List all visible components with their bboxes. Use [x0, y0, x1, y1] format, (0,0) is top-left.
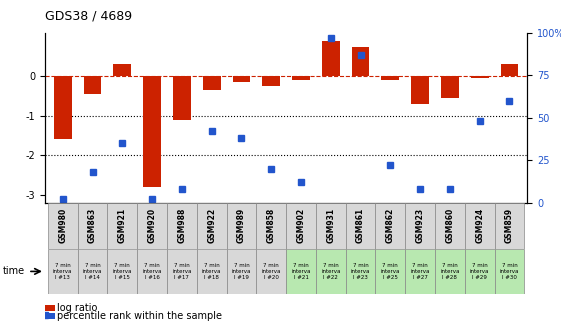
Text: 7 min
interva
l #17: 7 min interva l #17 — [172, 263, 192, 280]
Bar — [441, 76, 459, 98]
FancyBboxPatch shape — [77, 249, 107, 294]
FancyBboxPatch shape — [107, 203, 137, 249]
Text: time: time — [3, 267, 25, 276]
FancyBboxPatch shape — [346, 203, 375, 249]
FancyBboxPatch shape — [48, 249, 77, 294]
Text: GSM902: GSM902 — [297, 208, 306, 243]
FancyBboxPatch shape — [227, 249, 256, 294]
FancyBboxPatch shape — [435, 249, 465, 294]
FancyBboxPatch shape — [495, 249, 525, 294]
Bar — [173, 76, 191, 120]
Text: GSM988: GSM988 — [177, 208, 186, 243]
FancyBboxPatch shape — [316, 203, 346, 249]
FancyBboxPatch shape — [77, 203, 107, 249]
FancyBboxPatch shape — [465, 249, 495, 294]
Text: GSM859: GSM859 — [505, 208, 514, 243]
FancyBboxPatch shape — [405, 249, 435, 294]
Bar — [471, 76, 489, 78]
Text: GSM860: GSM860 — [445, 208, 454, 243]
Text: GSM980: GSM980 — [58, 208, 67, 243]
Text: 7 min
interva
l #20: 7 min interva l #20 — [261, 263, 281, 280]
Text: GSM921: GSM921 — [118, 208, 127, 243]
Text: 7 min
interva
l #25: 7 min interva l #25 — [380, 263, 400, 280]
Text: 7 min
interva
l #19: 7 min interva l #19 — [232, 263, 251, 280]
Bar — [411, 76, 429, 104]
FancyBboxPatch shape — [286, 249, 316, 294]
FancyBboxPatch shape — [197, 203, 227, 249]
Bar — [54, 76, 72, 140]
FancyBboxPatch shape — [167, 203, 197, 249]
Bar — [45, 313, 54, 319]
Text: 7 min
interva
l #14: 7 min interva l #14 — [83, 263, 102, 280]
FancyBboxPatch shape — [375, 203, 405, 249]
FancyBboxPatch shape — [405, 203, 435, 249]
FancyBboxPatch shape — [495, 203, 525, 249]
Text: 7 min
interva
l #18: 7 min interva l #18 — [202, 263, 222, 280]
Bar — [113, 64, 131, 76]
Bar — [500, 64, 518, 76]
Text: 7 min
interva
l #16: 7 min interva l #16 — [142, 263, 162, 280]
FancyBboxPatch shape — [256, 249, 286, 294]
Text: GSM989: GSM989 — [237, 208, 246, 243]
FancyBboxPatch shape — [346, 249, 375, 294]
Bar — [352, 46, 370, 76]
Text: GSM862: GSM862 — [386, 208, 395, 243]
FancyBboxPatch shape — [48, 203, 77, 249]
Text: GSM924: GSM924 — [475, 208, 484, 243]
Text: percentile rank within the sample: percentile rank within the sample — [57, 311, 222, 321]
Text: GSM863: GSM863 — [88, 208, 97, 243]
Text: 7 min
interva
l #15: 7 min interva l #15 — [113, 263, 132, 280]
Text: GSM861: GSM861 — [356, 208, 365, 243]
Bar — [143, 76, 161, 187]
Bar — [381, 76, 399, 80]
Bar — [45, 305, 54, 311]
Bar — [203, 76, 220, 90]
FancyBboxPatch shape — [435, 203, 465, 249]
FancyBboxPatch shape — [227, 203, 256, 249]
Text: 7 min
interva
l #29: 7 min interva l #29 — [470, 263, 489, 280]
FancyBboxPatch shape — [197, 249, 227, 294]
FancyBboxPatch shape — [137, 249, 167, 294]
FancyBboxPatch shape — [316, 249, 346, 294]
FancyBboxPatch shape — [256, 203, 286, 249]
Bar — [292, 76, 310, 80]
Bar — [232, 76, 250, 82]
Text: GSM922: GSM922 — [207, 208, 216, 243]
Bar — [84, 76, 102, 94]
Text: GDS38 / 4689: GDS38 / 4689 — [45, 10, 132, 23]
FancyBboxPatch shape — [286, 203, 316, 249]
FancyBboxPatch shape — [107, 249, 137, 294]
Text: 7 min
interva
l #23: 7 min interva l #23 — [351, 263, 370, 280]
Text: GSM858: GSM858 — [266, 208, 275, 243]
FancyBboxPatch shape — [167, 249, 197, 294]
Text: 7 min
interva
l #21: 7 min interva l #21 — [291, 263, 311, 280]
Text: 7 min
interva
l #13: 7 min interva l #13 — [53, 263, 72, 280]
Text: GSM923: GSM923 — [416, 208, 425, 243]
Text: GSM920: GSM920 — [148, 208, 157, 243]
FancyBboxPatch shape — [137, 203, 167, 249]
Text: 7 min
interva
l #28: 7 min interva l #28 — [440, 263, 459, 280]
Text: 7 min
interva
l #30: 7 min interva l #30 — [500, 263, 519, 280]
FancyBboxPatch shape — [375, 249, 405, 294]
Text: 7 min
interva
l #22: 7 min interva l #22 — [321, 263, 341, 280]
FancyBboxPatch shape — [465, 203, 495, 249]
Text: GSM931: GSM931 — [327, 208, 335, 243]
Text: log ratio: log ratio — [57, 303, 97, 313]
Text: 7 min
interva
l #27: 7 min interva l #27 — [411, 263, 430, 280]
Bar — [322, 41, 340, 76]
Bar — [263, 76, 280, 86]
